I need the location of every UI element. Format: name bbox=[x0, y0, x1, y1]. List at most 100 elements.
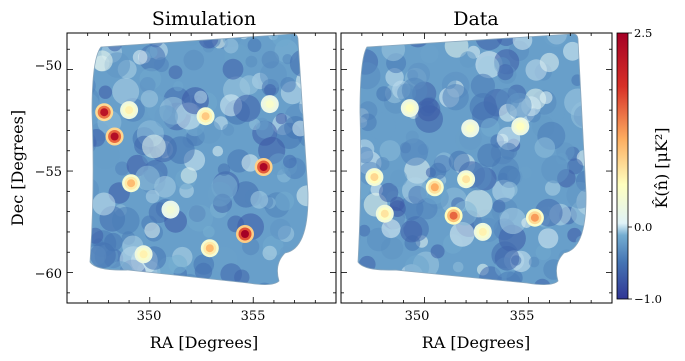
noise-blob bbox=[212, 145, 224, 157]
noise-blob bbox=[145, 46, 158, 59]
map-field-simulation bbox=[90, 34, 309, 285]
hotspot-simulation-3 bbox=[196, 107, 215, 126]
hotspot-data-7 bbox=[511, 117, 530, 136]
noise-blob bbox=[477, 56, 500, 78]
hotspot-data-2 bbox=[444, 206, 463, 225]
noise-blob bbox=[247, 38, 262, 53]
noise-blob bbox=[400, 220, 423, 243]
noise-blob bbox=[420, 44, 439, 64]
noise-blob bbox=[283, 154, 297, 169]
noise-blob bbox=[506, 92, 532, 119]
noise-blob bbox=[358, 224, 371, 237]
noise-blob bbox=[223, 38, 239, 54]
noise-blob bbox=[533, 278, 551, 285]
noise-blob bbox=[193, 254, 215, 275]
noise-blob bbox=[501, 181, 518, 198]
noise-blob bbox=[241, 154, 259, 172]
xtick-label-data-1: 355 bbox=[510, 309, 535, 324]
noise-blob bbox=[173, 81, 184, 92]
noise-blob bbox=[140, 90, 159, 108]
noise-blob bbox=[379, 140, 401, 162]
noise-blob bbox=[194, 90, 208, 104]
colorbar bbox=[616, 32, 629, 300]
noise-blob bbox=[563, 41, 582, 61]
noise-blob bbox=[112, 78, 140, 105]
noise-blob bbox=[264, 84, 277, 96]
hotspot-simulation-2 bbox=[120, 101, 139, 120]
noise-blob bbox=[442, 84, 469, 111]
noise-blob bbox=[296, 185, 309, 207]
colorbar-tick-label-min: −1.0 bbox=[634, 292, 662, 306]
hotspot-simulation-8 bbox=[134, 245, 153, 264]
hotspot-simulation-7 bbox=[122, 174, 141, 193]
noise-blob bbox=[154, 57, 169, 73]
hotspot-layer bbox=[430, 183, 439, 192]
hotspot-simulation-0 bbox=[95, 103, 114, 122]
noise-blob bbox=[217, 163, 231, 176]
noise-blob bbox=[405, 130, 419, 144]
noise-blob bbox=[142, 134, 166, 159]
hotspot-layer bbox=[462, 175, 471, 184]
hotspot-layer bbox=[530, 213, 539, 222]
noise-blob bbox=[245, 55, 258, 68]
noise-blob bbox=[449, 221, 475, 247]
noise-blob bbox=[144, 222, 160, 239]
hotspot-layer bbox=[478, 227, 487, 236]
noise-blob bbox=[492, 199, 506, 213]
hotspot-data-0 bbox=[365, 168, 384, 187]
noise-blob bbox=[261, 50, 280, 69]
xtick-label-simulation-0: 350 bbox=[137, 309, 162, 324]
noise-blob bbox=[430, 244, 445, 259]
noise-blob bbox=[220, 263, 242, 285]
ytick-label-simulation-2: −60 bbox=[35, 267, 62, 282]
noise-blob bbox=[256, 120, 274, 139]
noise-blob bbox=[535, 244, 552, 261]
noise-blob bbox=[104, 232, 123, 252]
noise-blob bbox=[477, 143, 502, 168]
noise-blob bbox=[262, 245, 277, 261]
hotspot-simulation-5 bbox=[236, 225, 254, 243]
xtick-label-data-0: 350 bbox=[405, 309, 430, 324]
noise-blob bbox=[538, 228, 559, 249]
hotspot-simulation-6 bbox=[200, 239, 219, 258]
hotspot-simulation-10 bbox=[161, 200, 180, 219]
noise-blob bbox=[197, 119, 222, 144]
hotspot-data-8 bbox=[400, 99, 419, 118]
noise-blob bbox=[448, 150, 470, 172]
noise-blob bbox=[534, 137, 556, 158]
hotspot-layer bbox=[370, 173, 379, 182]
hotspot-simulation-1 bbox=[105, 127, 124, 146]
hotspot-data-6 bbox=[375, 204, 394, 223]
axis-ticks bbox=[66, 33, 613, 303]
noise-blob bbox=[539, 91, 553, 104]
hotspot-data-1 bbox=[425, 178, 444, 197]
hotspot-layer bbox=[100, 108, 109, 117]
noise-blob bbox=[545, 180, 561, 196]
colorbar-label: K̂(n̂) [μK²] bbox=[652, 127, 671, 208]
noise-blob bbox=[381, 219, 401, 239]
noise-blob bbox=[250, 190, 269, 209]
noise-blob bbox=[390, 169, 408, 187]
noise-blob bbox=[135, 165, 160, 191]
noise-blob bbox=[183, 49, 205, 71]
noise-blob bbox=[154, 175, 176, 198]
hotspot-layer bbox=[405, 104, 414, 113]
ytick-label-simulation-0: −50 bbox=[35, 59, 62, 74]
hotspot-layer bbox=[201, 112, 210, 121]
noise-blob bbox=[551, 106, 565, 120]
hotspot-layer bbox=[516, 122, 525, 131]
hotspot-data-3 bbox=[457, 170, 476, 189]
noise-blob bbox=[566, 181, 587, 209]
noise-blob bbox=[275, 191, 295, 211]
noise-blob bbox=[112, 206, 140, 235]
noise-blob bbox=[480, 118, 500, 137]
noise-blob bbox=[145, 189, 160, 204]
noise-blob bbox=[497, 64, 514, 81]
noise-blob bbox=[541, 155, 570, 184]
hotspot-data-9 bbox=[461, 119, 480, 138]
noise-blob bbox=[498, 165, 521, 188]
xlabel-data: RA [Degrees] bbox=[422, 333, 531, 352]
noise-blob bbox=[567, 158, 583, 175]
noise-blob bbox=[154, 105, 178, 129]
noise-blob bbox=[166, 136, 195, 165]
